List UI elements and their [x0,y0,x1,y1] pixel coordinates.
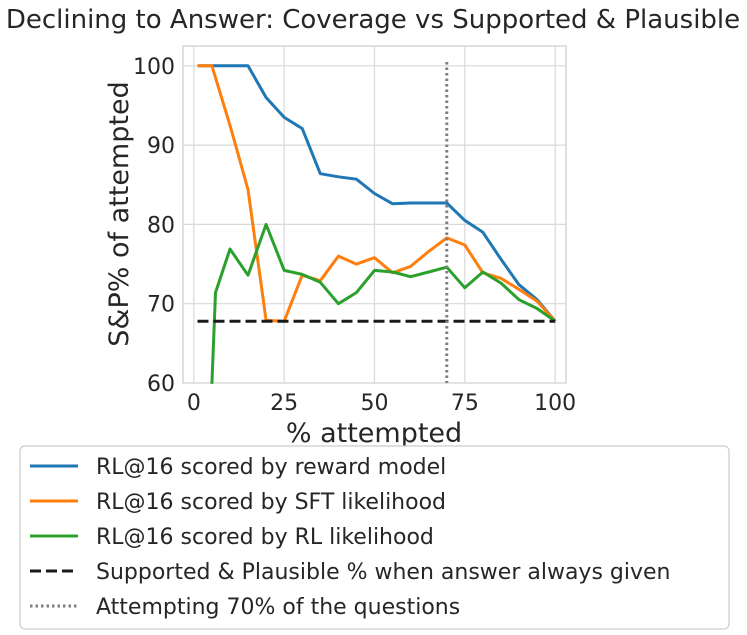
legend-box [19,445,730,630]
x-tick-label: 50 [361,391,389,416]
legend-label: Attempting 70% of the questions [96,595,460,620]
x-axis-label: % attempted [286,418,462,449]
y-tick-label: 80 [147,213,175,238]
legend-label: RL@16 scored by RL likelihood [96,525,434,550]
series-line [197,64,557,323]
x-tick-label: 0 [187,391,201,416]
y-tick-label: 90 [147,134,175,159]
legend-label: Supported & Plausible % when answer alwa… [96,560,670,585]
series-layer [197,62,557,384]
x-tick-label: 75 [451,391,479,416]
y-tick-label: 60 [147,372,175,397]
y-tick-label: 70 [147,293,175,318]
x-tick-label: 25 [270,391,298,416]
y-tick-label: 100 [133,55,175,80]
legend-label: RL@16 scored by reward model [96,455,446,480]
y-axis-label: S&P% of attempted [104,81,135,346]
x-tick-label: 100 [534,391,576,416]
x-tick-labels: 0 25 50 75 100 [187,391,576,416]
legend-entries: RL@16 scored by reward model RL@16 scored… [30,455,670,620]
series-line [197,64,557,323]
chart-title: Declining to Answer: Coverage vs Support… [6,5,740,35]
series-line [210,222,557,384]
y-tick-labels: 60 70 80 90 100 [133,55,175,397]
legend: RL@16 scored by reward model RL@16 scored… [19,445,730,630]
legend-label: RL@16 scored by SFT likelihood [96,490,446,515]
